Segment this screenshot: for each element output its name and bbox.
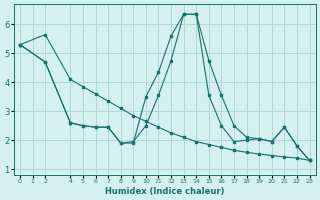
X-axis label: Humidex (Indice chaleur): Humidex (Indice chaleur) (105, 187, 225, 196)
